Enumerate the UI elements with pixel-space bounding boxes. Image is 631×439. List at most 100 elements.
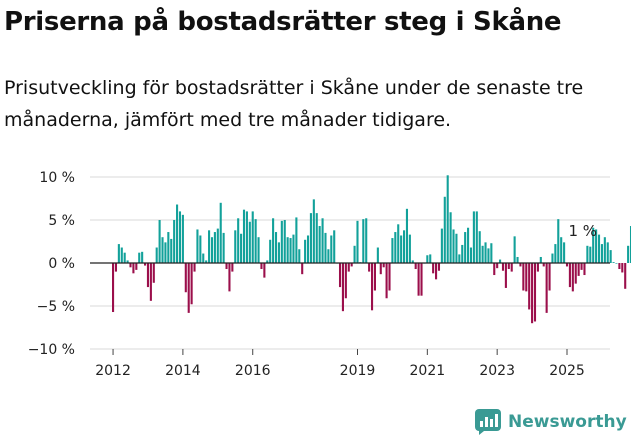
bar (208, 230, 211, 263)
bar (455, 233, 458, 263)
bar (167, 232, 170, 263)
bar (112, 263, 115, 313)
bar (228, 263, 231, 292)
y-tick-label: −5 % (37, 299, 75, 315)
bar (528, 263, 531, 310)
bar (597, 234, 601, 263)
bar (560, 237, 563, 263)
x-tick-label: 2025 (549, 363, 585, 379)
bar (321, 218, 324, 263)
x-tick-label: 2019 (340, 363, 376, 379)
bar (467, 227, 470, 263)
bar (347, 263, 350, 272)
bar (181, 214, 184, 263)
bar (298, 249, 301, 263)
bar (417, 263, 420, 296)
bar (158, 220, 161, 263)
bar (251, 211, 254, 263)
bar (615, 263, 618, 264)
bar (403, 230, 406, 263)
bar (522, 263, 525, 291)
bar (199, 235, 202, 263)
bar (301, 263, 304, 275)
bar (490, 243, 493, 263)
bar (283, 220, 286, 263)
bar (210, 237, 214, 263)
bar (629, 226, 631, 263)
bar (478, 231, 481, 263)
bar (277, 242, 280, 263)
bar (129, 263, 132, 268)
bar (551, 253, 554, 263)
bar (557, 219, 560, 263)
chart-subtitle: Prisutveckling för bostadsrätter i Skåne… (4, 77, 584, 131)
bar (426, 255, 429, 263)
bar (231, 263, 234, 272)
bar (356, 220, 359, 263)
bar (193, 263, 196, 272)
bar (138, 252, 141, 263)
x-tick-label: 2012 (95, 363, 131, 379)
bar (333, 230, 336, 263)
bar (161, 237, 164, 263)
bar (219, 202, 222, 263)
bar (618, 263, 621, 270)
bar (330, 235, 333, 263)
bar (432, 263, 435, 274)
bar (400, 235, 403, 263)
bar (248, 221, 251, 263)
bar (461, 244, 464, 263)
bar (408, 234, 411, 263)
bar (149, 263, 152, 301)
bar (344, 263, 347, 299)
bar (245, 211, 248, 263)
bar (365, 218, 368, 263)
bar (289, 238, 292, 263)
brand: Newsworthy (474, 407, 627, 437)
bar (324, 232, 327, 263)
bar (222, 232, 225, 263)
bar (385, 263, 388, 299)
bar (117, 244, 120, 263)
bar (481, 245, 484, 263)
bar (603, 237, 606, 263)
bar (382, 263, 385, 268)
bar (353, 245, 356, 263)
bar (516, 256, 519, 263)
x-tick-label: 2014 (165, 363, 201, 379)
bar (155, 247, 158, 263)
bar (205, 260, 208, 263)
bar (443, 196, 446, 263)
bar (525, 263, 528, 292)
bar (391, 238, 394, 263)
bar (114, 263, 118, 272)
bar (274, 232, 278, 263)
bar (548, 263, 551, 291)
bar (510, 263, 513, 272)
bar (440, 228, 443, 263)
bar (580, 263, 583, 270)
bar (173, 220, 176, 263)
chart-title: Priserna på bostadsrätter steg i Skåne (4, 7, 562, 37)
bar (176, 204, 179, 263)
bar (446, 175, 449, 263)
bar (531, 263, 534, 324)
annotation-label: 1 % (569, 222, 598, 240)
bar (312, 199, 315, 263)
bar (362, 219, 365, 263)
newsworthy-logo-icon (475, 409, 501, 435)
bar (563, 242, 566, 263)
grid-lines (90, 176, 610, 350)
bar (394, 232, 397, 263)
bar (132, 263, 135, 274)
y-tick-label: 10 % (39, 170, 75, 186)
bar (309, 213, 312, 263)
bar (452, 229, 455, 263)
bar (304, 239, 307, 263)
bar (496, 263, 499, 269)
bar (170, 238, 173, 263)
bar (571, 263, 574, 292)
bar (341, 263, 344, 312)
bar (292, 234, 295, 263)
bar (469, 247, 473, 263)
